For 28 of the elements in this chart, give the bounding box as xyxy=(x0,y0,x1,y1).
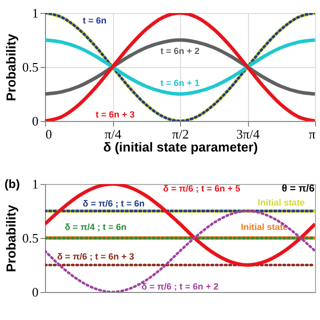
y-axis-title: Probability xyxy=(3,33,18,102)
series-label: t = 6n + 1 xyxy=(160,78,200,88)
text: (b) xyxy=(4,177,20,191)
x-tick-label: π xyxy=(308,126,316,142)
series-label: Initial state xyxy=(258,197,305,208)
x-tick-label: π/4 xyxy=(104,126,122,142)
y-tick-label: 1 xyxy=(32,6,38,20)
series-label: δ = π/4 ; t = 6n xyxy=(64,222,127,232)
x-tick-label: π/2 xyxy=(172,126,189,142)
y-axis-title: Probability xyxy=(3,204,18,272)
x-tick-label: 0 xyxy=(46,126,52,142)
y-tick-label: 1 xyxy=(32,176,38,192)
y-tick-label: 0 xyxy=(32,284,38,300)
line-series xyxy=(45,184,315,267)
series-label: t = 6n + 3 xyxy=(96,110,135,120)
series-label: δ = π/6 ; t = 6n + 3 xyxy=(57,251,134,262)
series-label: δ = π/6 ; t = 6n xyxy=(82,198,145,208)
x-axis-title: δ (initial state parameter) xyxy=(103,140,258,154)
series-label: δ = π/6 ; t = 6n + 2 xyxy=(141,282,219,292)
x-tick-label: 3π/4 xyxy=(236,126,260,142)
y-tick-label: 0.5 xyxy=(22,230,38,246)
y-tick-label: 0 xyxy=(32,114,38,128)
annotation: θ = π/6 xyxy=(282,183,315,194)
series-label: t = 6n xyxy=(82,16,107,26)
series-label: t = 6n + 2 xyxy=(160,46,200,56)
y-tick-label: 0.5 xyxy=(22,60,38,74)
series-label: δ = π/6 ; t = 6n + 5 xyxy=(163,183,240,194)
line-series xyxy=(45,38,315,96)
